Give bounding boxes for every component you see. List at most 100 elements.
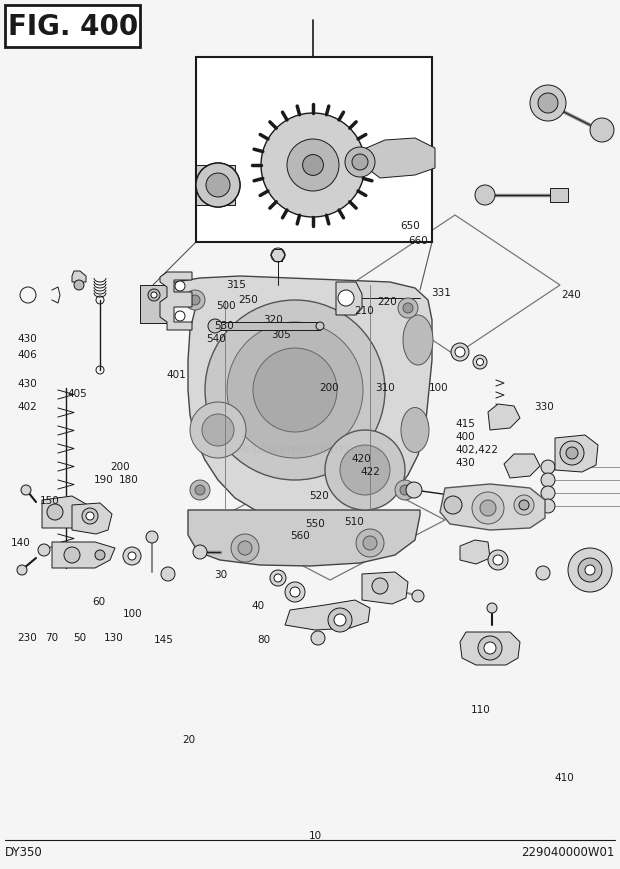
Text: 430: 430 <box>17 379 37 389</box>
Circle shape <box>196 163 240 207</box>
Polygon shape <box>72 271 86 282</box>
Text: 20: 20 <box>182 735 195 746</box>
Circle shape <box>403 303 413 313</box>
Circle shape <box>400 485 410 495</box>
Circle shape <box>123 547 141 565</box>
Circle shape <box>536 566 550 580</box>
Circle shape <box>303 155 324 176</box>
Circle shape <box>290 587 300 597</box>
Text: DY350: DY350 <box>5 846 43 859</box>
Text: 10: 10 <box>308 831 322 841</box>
Circle shape <box>146 531 158 543</box>
Text: ReplacementParts.com: ReplacementParts.com <box>237 443 383 456</box>
Circle shape <box>205 300 385 480</box>
Text: 200: 200 <box>319 383 339 394</box>
Text: 315: 315 <box>226 280 246 290</box>
Circle shape <box>17 565 27 575</box>
Text: 200: 200 <box>110 461 130 472</box>
Polygon shape <box>215 322 320 330</box>
Polygon shape <box>440 484 545 530</box>
Circle shape <box>206 173 230 197</box>
Circle shape <box>316 322 324 330</box>
Circle shape <box>480 500 496 516</box>
Text: 520: 520 <box>309 491 329 501</box>
Text: 550: 550 <box>305 519 325 529</box>
Circle shape <box>261 113 365 217</box>
Circle shape <box>590 118 614 142</box>
Text: 530: 530 <box>214 321 234 331</box>
Text: 80: 80 <box>257 635 270 646</box>
Circle shape <box>473 355 487 369</box>
Circle shape <box>530 85 566 121</box>
Circle shape <box>451 343 469 361</box>
Circle shape <box>484 642 496 654</box>
Circle shape <box>86 512 94 520</box>
Circle shape <box>363 536 377 550</box>
Text: 310: 310 <box>375 383 395 394</box>
Polygon shape <box>160 276 432 520</box>
Circle shape <box>472 492 504 524</box>
Text: 110: 110 <box>471 705 491 715</box>
Circle shape <box>578 558 602 582</box>
Circle shape <box>175 281 185 291</box>
Polygon shape <box>42 496 88 528</box>
Circle shape <box>195 485 205 495</box>
Circle shape <box>128 552 136 560</box>
Text: 560: 560 <box>290 531 310 541</box>
Text: 220: 220 <box>377 297 397 308</box>
Text: 100: 100 <box>123 608 143 619</box>
Text: 30: 30 <box>214 570 227 580</box>
Text: 240: 240 <box>561 290 581 301</box>
Polygon shape <box>555 435 598 472</box>
Circle shape <box>274 574 282 582</box>
Circle shape <box>74 280 84 290</box>
Circle shape <box>47 504 63 520</box>
Text: 250: 250 <box>239 295 259 305</box>
Text: 402: 402 <box>17 401 37 412</box>
Text: 430: 430 <box>17 334 37 344</box>
Polygon shape <box>336 282 362 315</box>
Circle shape <box>514 495 534 515</box>
Circle shape <box>38 544 50 556</box>
Polygon shape <box>160 272 192 330</box>
Polygon shape <box>72 503 112 534</box>
Circle shape <box>206 173 230 197</box>
Circle shape <box>478 636 502 660</box>
Text: 150: 150 <box>40 496 60 507</box>
Circle shape <box>525 462 531 468</box>
Bar <box>140 285 168 323</box>
Bar <box>550 188 568 202</box>
Circle shape <box>338 290 354 306</box>
Text: 401: 401 <box>166 370 186 381</box>
Circle shape <box>82 508 98 524</box>
Circle shape <box>455 347 465 357</box>
Circle shape <box>560 441 584 465</box>
Circle shape <box>95 550 105 560</box>
Circle shape <box>202 414 234 446</box>
Circle shape <box>311 631 325 645</box>
Circle shape <box>488 550 508 570</box>
Text: 510: 510 <box>344 517 364 527</box>
Text: 650: 650 <box>400 221 420 231</box>
Polygon shape <box>460 632 520 665</box>
Text: 406: 406 <box>17 349 37 360</box>
Text: 230: 230 <box>17 633 37 643</box>
Text: 145: 145 <box>154 635 174 646</box>
Circle shape <box>395 480 415 500</box>
Circle shape <box>475 185 495 205</box>
Circle shape <box>541 499 555 513</box>
Circle shape <box>372 578 388 594</box>
Text: 60: 60 <box>92 597 105 607</box>
Polygon shape <box>460 540 490 564</box>
Bar <box>5 5 140 47</box>
Circle shape <box>541 486 555 500</box>
Circle shape <box>175 311 185 321</box>
Circle shape <box>412 590 424 602</box>
Circle shape <box>270 570 286 586</box>
Text: 400: 400 <box>456 432 476 442</box>
Circle shape <box>487 603 497 613</box>
Circle shape <box>253 348 337 432</box>
Circle shape <box>190 480 210 500</box>
Text: 405: 405 <box>67 388 87 399</box>
Text: 130: 130 <box>104 633 123 643</box>
